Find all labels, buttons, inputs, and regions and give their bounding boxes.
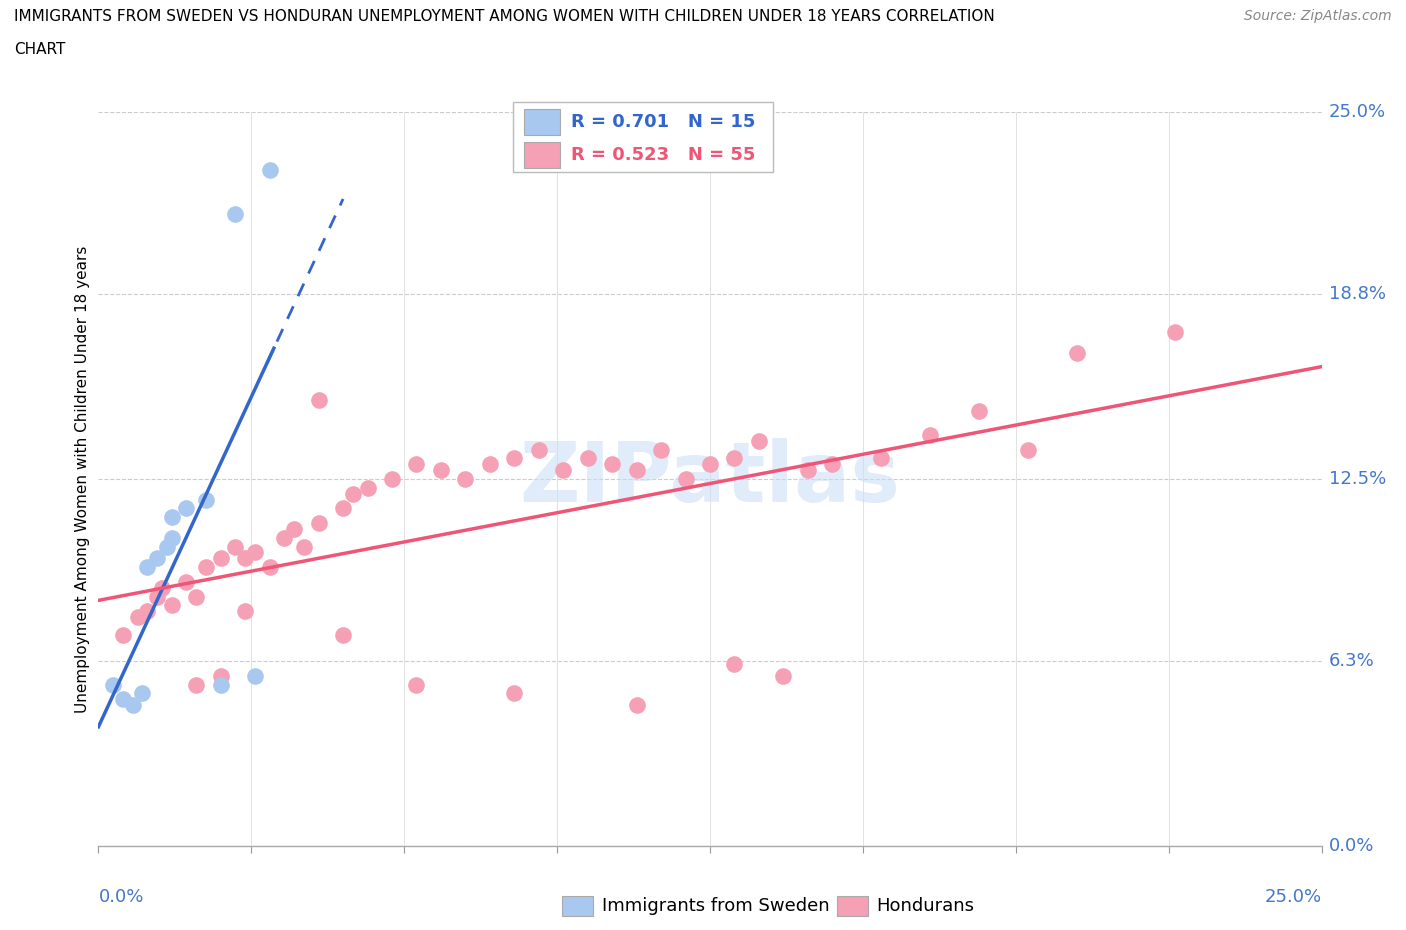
Point bbox=[186, 589, 208, 604]
Point bbox=[430, 463, 453, 478]
Point bbox=[243, 545, 266, 560]
Point bbox=[111, 692, 134, 707]
Text: 18.8%: 18.8% bbox=[1329, 285, 1386, 303]
Point bbox=[332, 627, 354, 642]
Point bbox=[136, 604, 159, 618]
Point bbox=[160, 530, 183, 545]
Point bbox=[259, 163, 281, 178]
Text: ZIPatlas: ZIPatlas bbox=[520, 438, 900, 520]
Point bbox=[160, 510, 183, 525]
Point bbox=[699, 457, 721, 472]
Point bbox=[342, 486, 364, 501]
Point bbox=[233, 604, 256, 618]
Text: Immigrants from Sweden: Immigrants from Sweden bbox=[602, 897, 830, 915]
Y-axis label: Unemployment Among Women with Children Under 18 years: Unemployment Among Women with Children U… bbox=[75, 246, 90, 712]
Point bbox=[146, 589, 169, 604]
Point bbox=[146, 551, 169, 565]
Point bbox=[292, 539, 315, 554]
Point bbox=[553, 463, 575, 478]
Point bbox=[1066, 345, 1088, 360]
Point bbox=[600, 457, 623, 472]
Point bbox=[1164, 325, 1187, 339]
Point bbox=[259, 560, 281, 575]
Point bbox=[283, 522, 305, 537]
Point bbox=[156, 539, 179, 554]
Text: 6.3%: 6.3% bbox=[1329, 652, 1375, 671]
Point bbox=[332, 501, 354, 516]
Point bbox=[797, 463, 820, 478]
Point bbox=[748, 433, 770, 448]
Point bbox=[723, 451, 745, 466]
Point bbox=[650, 442, 672, 457]
Point bbox=[209, 677, 232, 692]
Point bbox=[576, 451, 599, 466]
Point bbox=[503, 451, 526, 466]
Text: 0.0%: 0.0% bbox=[98, 888, 143, 906]
Point bbox=[454, 472, 477, 486]
Point bbox=[626, 463, 648, 478]
Point bbox=[224, 539, 246, 554]
Point bbox=[160, 598, 183, 613]
Point bbox=[176, 501, 198, 516]
Text: IMMIGRANTS FROM SWEDEN VS HONDURAN UNEMPLOYMENT AMONG WOMEN WITH CHILDREN UNDER : IMMIGRANTS FROM SWEDEN VS HONDURAN UNEMP… bbox=[14, 9, 995, 24]
Point bbox=[101, 677, 124, 692]
Text: R = 0.701   N = 15: R = 0.701 N = 15 bbox=[571, 113, 755, 131]
Point bbox=[967, 404, 990, 418]
Point bbox=[131, 686, 153, 701]
Point bbox=[233, 551, 256, 565]
Point bbox=[273, 530, 295, 545]
Point bbox=[527, 442, 550, 457]
Point bbox=[121, 698, 143, 712]
Point bbox=[356, 480, 378, 495]
Point bbox=[195, 560, 218, 575]
Point bbox=[150, 580, 173, 595]
Point bbox=[405, 457, 427, 472]
Text: 0.0%: 0.0% bbox=[1329, 837, 1374, 856]
Point bbox=[209, 551, 232, 565]
Point bbox=[478, 457, 501, 472]
Point bbox=[381, 472, 404, 486]
Point bbox=[1017, 442, 1039, 457]
Point bbox=[675, 472, 697, 486]
Point bbox=[772, 669, 794, 684]
Point bbox=[224, 207, 246, 222]
Point bbox=[195, 492, 218, 507]
Point bbox=[136, 560, 159, 575]
Point bbox=[176, 575, 198, 590]
Point bbox=[723, 657, 745, 671]
Point bbox=[626, 698, 648, 712]
Point bbox=[405, 677, 427, 692]
Point bbox=[870, 451, 893, 466]
Point bbox=[308, 392, 330, 407]
Point bbox=[920, 428, 942, 443]
Point bbox=[111, 627, 134, 642]
Text: 12.5%: 12.5% bbox=[1329, 470, 1386, 488]
Text: Hondurans: Hondurans bbox=[876, 897, 974, 915]
Point bbox=[209, 669, 232, 684]
Point bbox=[186, 677, 208, 692]
Point bbox=[127, 610, 149, 625]
Text: 25.0%: 25.0% bbox=[1264, 888, 1322, 906]
Text: R = 0.523   N = 55: R = 0.523 N = 55 bbox=[571, 146, 755, 164]
Point bbox=[243, 669, 266, 684]
Text: CHART: CHART bbox=[14, 42, 66, 57]
Point bbox=[503, 686, 526, 701]
Point bbox=[821, 457, 844, 472]
Text: 25.0%: 25.0% bbox=[1329, 102, 1386, 121]
Point bbox=[308, 515, 330, 530]
Text: Source: ZipAtlas.com: Source: ZipAtlas.com bbox=[1244, 9, 1392, 23]
